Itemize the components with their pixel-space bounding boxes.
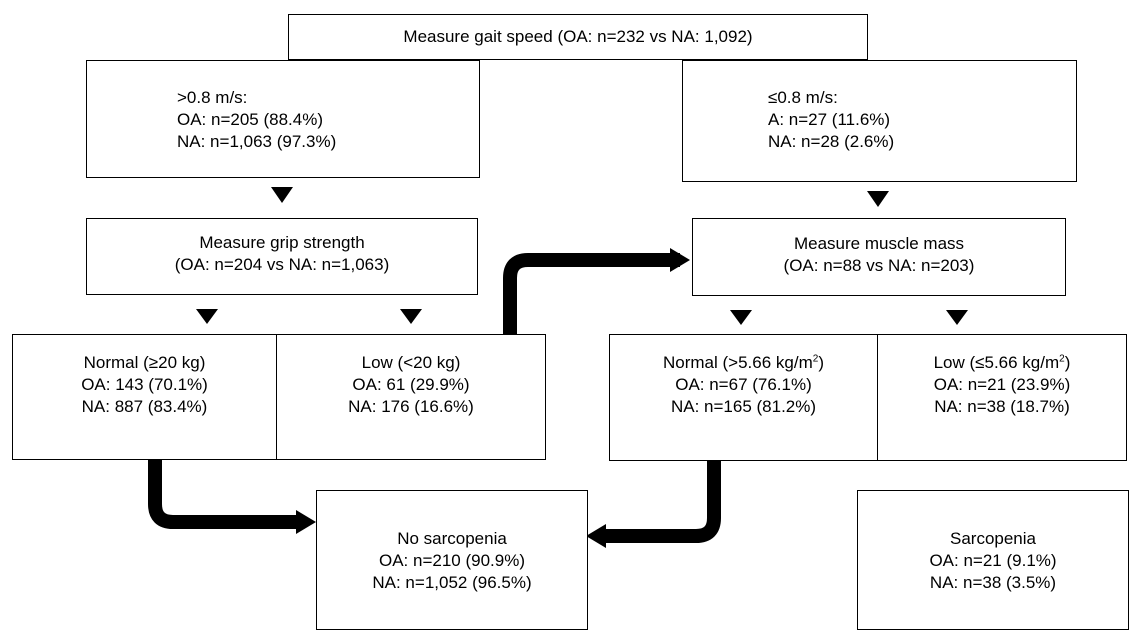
gait-slow-box: ≤0.8 m/s: A: n=27 (11.6%) NA: n=28 (2.6%…	[682, 60, 1077, 182]
measure-grip-strength-box: Measure grip strength (OA: n=204 vs NA: …	[86, 218, 478, 295]
gait-slow-oa: A: n=27 (11.6%)	[768, 110, 891, 129]
muscle-normal-oa: OA: n=67 (76.1%)	[675, 375, 812, 394]
grip-title: Measure grip strength	[199, 233, 365, 252]
muscle-low-label: Low (≤5.66 kg/m2)	[933, 353, 1071, 372]
grip-normal-label: Normal (≥20 kg)	[83, 353, 206, 372]
gait-fast-oa: OA: n=205 (88.4%)	[177, 110, 324, 129]
muscle-normal-na: NA: n=165 (81.2%)	[670, 397, 817, 416]
down-arrow-fast-to-grip	[271, 187, 293, 203]
down-arrow-grip-normal	[196, 309, 218, 324]
grip-normal-na: NA: 887 (83.4%)	[81, 397, 208, 416]
connector-normal-mm-to-no-sarcopenia	[602, 460, 721, 543]
grip-low-oa: OA: 61 (29.9%)	[352, 375, 470, 394]
muscle-normal-label: Normal (>5.66 kg/m2)	[663, 353, 824, 372]
measure-gait-speed-text: Measure gait speed (OA: n=232 vs NA: 1,0…	[403, 27, 753, 46]
sarcopenia-oa: OA: n=21 (9.1%)	[929, 551, 1057, 570]
measure-gait-speed-box: Measure gait speed (OA: n=232 vs NA: 1,0…	[288, 14, 868, 60]
down-arrow-slow-to-muscle	[867, 191, 889, 207]
no-sarcopenia-oa: OA: n=210 (90.9%)	[378, 551, 525, 570]
gait-slow-threshold: ≤0.8 m/s:	[768, 88, 838, 107]
grip-counts: (OA: n=204 vs NA: n=1,063)	[174, 255, 390, 274]
gait-fast-box: >0.8 m/s: OA: n=205 (88.4%) NA: n=1,063 …	[86, 60, 480, 178]
no-sarcopenia-title: No sarcopenia	[397, 529, 507, 548]
down-arrow-mm-normal	[730, 310, 752, 325]
arrowhead-to-muscle-mass	[670, 248, 690, 272]
grip-low-box: Low (<20 kg) OA: 61 (29.9%) NA: 176 (16.…	[276, 334, 546, 460]
grip-normal-box: Normal (≥20 kg) OA: 143 (70.1%) NA: 887 …	[12, 334, 277, 460]
grip-low-na: NA: 176 (16.6%)	[348, 397, 474, 416]
muscle-normal-box: Normal (>5.66 kg/m2) OA: n=67 (76.1%) NA…	[609, 334, 878, 461]
arrowhead-to-no-sarcopenia-left	[296, 510, 316, 534]
muscle-low-na: NA: n=38 (18.7%)	[934, 397, 1070, 416]
muscle-counts: (OA: n=88 vs NA: n=203)	[783, 256, 975, 275]
measure-muscle-mass-box: Measure muscle mass (OA: n=88 vs NA: n=2…	[692, 218, 1066, 296]
sarcopenia-title: Sarcopenia	[949, 529, 1036, 548]
muscle-low-box: Low (≤5.66 kg/m2) OA: n=21 (23.9%) NA: n…	[877, 334, 1127, 461]
grip-low-label: Low (<20 kg)	[361, 353, 461, 372]
down-arrow-mm-low	[946, 310, 968, 325]
connector-low-grip-to-muscle-mass	[503, 253, 680, 334]
connector-normal-grip-to-no-sarcopenia	[148, 460, 300, 529]
sarcopenia-na: NA: n=38 (3.5%)	[929, 573, 1057, 592]
no-sarcopenia-na: NA: n=1,052 (96.5%)	[372, 573, 532, 592]
no-sarcopenia-box: No sarcopenia OA: n=210 (90.9%) NA: n=1,…	[316, 490, 588, 630]
gait-fast-na: NA: n=1,063 (97.3%)	[177, 132, 337, 151]
muscle-title: Measure muscle mass	[793, 234, 965, 253]
down-arrow-grip-low	[400, 309, 422, 324]
muscle-low-oa: OA: n=21 (23.9%)	[933, 375, 1071, 394]
gait-slow-na: NA: n=28 (2.6%)	[768, 132, 895, 151]
sarcopenia-box: Sarcopenia OA: n=21 (9.1%) NA: n=38 (3.5…	[857, 490, 1129, 630]
grip-normal-oa: OA: 143 (70.1%)	[81, 375, 208, 394]
arrowhead-to-no-sarcopenia-right	[586, 524, 606, 548]
gait-fast-threshold: >0.8 m/s:	[177, 88, 248, 107]
